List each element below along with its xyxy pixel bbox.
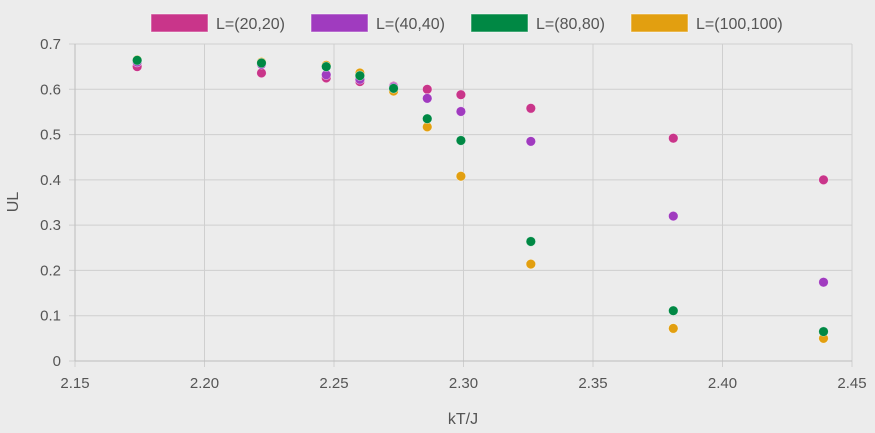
legend-label: L=(100,100) — [696, 16, 783, 33]
data-point — [256, 57, 267, 69]
x-tick-label: 2.30 — [449, 375, 478, 392]
y-tick-label: 0.6 — [40, 81, 61, 98]
y-tick-label: 0 — [53, 353, 61, 370]
data-point — [455, 171, 467, 182]
legend[interactable]: L=(20,20) L=(40,40) L=(80,80) L=(100,100) — [150, 13, 783, 33]
x-tick-label: 2.25 — [319, 375, 348, 392]
y-tick-label: 0.5 — [40, 127, 61, 144]
y-axis-label: UL — [5, 192, 22, 213]
data-point — [668, 323, 679, 334]
legend-swatch — [310, 13, 369, 33]
data-point — [321, 61, 332, 72]
data-point — [455, 89, 467, 100]
y-tick-label: 0.1 — [40, 308, 61, 325]
data-point — [256, 67, 267, 79]
x-tick-label: 2.20 — [190, 375, 219, 392]
axes: 2.15 2.20 2.25 2.30 2.35 2.40 2.45 0 0.1 0.2 0.3 0.… — [40, 36, 866, 392]
legend-label: L=(40,40) — [376, 16, 445, 33]
legend-swatch — [630, 13, 689, 33]
x-tick-label: 2.45 — [837, 375, 866, 392]
data-point — [818, 326, 829, 337]
x-tick-label: 2.15 — [60, 375, 89, 392]
y-tick-label: 0.3 — [40, 217, 61, 234]
y-tick-label: 0.7 — [40, 36, 61, 53]
x-tick-label: 2.35 — [578, 375, 607, 392]
data-point — [422, 113, 433, 124]
data-point — [668, 210, 679, 222]
grid — [69, 43, 853, 367]
y-tick-label: 0.2 — [40, 262, 61, 279]
x-axis-label: kT/J — [448, 411, 478, 428]
data-point — [525, 236, 536, 247]
legend-swatch — [150, 13, 209, 33]
data-point — [388, 83, 399, 94]
data-point — [422, 93, 433, 104]
data-point — [132, 55, 143, 66]
data-point — [354, 70, 366, 81]
data-point — [455, 106, 467, 117]
data-point — [455, 135, 467, 146]
data-point — [668, 305, 679, 316]
data-point — [818, 174, 829, 185]
data-point — [525, 258, 536, 270]
legend-label: L=(80,80) — [536, 16, 605, 33]
data-point — [422, 84, 433, 95]
data-point — [818, 277, 829, 288]
legend-swatch — [470, 13, 529, 33]
legend-label: L=(20,20) — [216, 16, 285, 33]
data-points — [132, 54, 829, 344]
data-point — [525, 103, 536, 114]
x-tick-label: 2.40 — [708, 375, 737, 392]
data-point — [668, 133, 679, 144]
data-point — [525, 136, 536, 147]
y-tick-label: 0.4 — [40, 172, 61, 189]
